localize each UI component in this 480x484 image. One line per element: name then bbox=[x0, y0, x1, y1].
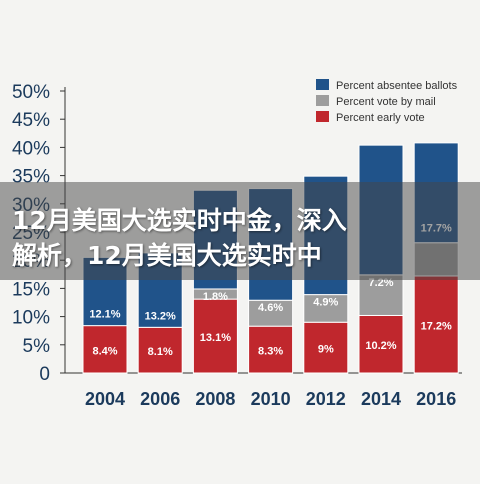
data-label-2008-0: 13.1% bbox=[200, 332, 231, 344]
bar-segment-2006-0 bbox=[137, 326, 183, 374]
data-label-2004-2: 12.1% bbox=[89, 309, 120, 321]
data-label-2010-1: 4.6% bbox=[258, 302, 283, 314]
data-label-2006-2: 13.2% bbox=[145, 310, 176, 322]
x-tick-label-2006: 2006 bbox=[140, 389, 180, 409]
bar-segment-2014-1 bbox=[358, 274, 404, 316]
legend-label-0: Percent early vote bbox=[336, 112, 425, 124]
x-tick-label-2010: 2010 bbox=[251, 389, 291, 409]
y-tick-label: 50% bbox=[12, 82, 50, 103]
bar-segment-2012-0 bbox=[303, 321, 349, 374]
overlay-title-line-2: 解析，12月美国大选实时中 bbox=[12, 241, 322, 270]
y-tick-label: 5% bbox=[23, 336, 51, 357]
bar-segment-2004-0 bbox=[82, 325, 128, 374]
data-label-2004-0: 8.4% bbox=[92, 345, 117, 357]
data-label-2008-1: 1.8% bbox=[203, 291, 228, 303]
legend-swatch-2 bbox=[316, 79, 329, 90]
legend-swatch-1 bbox=[316, 95, 329, 106]
y-tick-label: 15% bbox=[12, 279, 50, 300]
x-tick-label-2014: 2014 bbox=[361, 389, 401, 409]
legend-label-2: Percent absentee ballots bbox=[336, 80, 458, 92]
legend-label-1: Percent vote by mail bbox=[336, 96, 436, 108]
title-overlay-banner bbox=[0, 182, 480, 280]
bar-segment-2008-0 bbox=[192, 298, 238, 374]
y-tick-label: 45% bbox=[12, 110, 50, 131]
bar-segment-2010-0 bbox=[248, 325, 294, 374]
bar-segment-2010-1 bbox=[248, 299, 294, 327]
legend-swatch-0 bbox=[316, 111, 329, 122]
bar-segment-2016-0 bbox=[413, 275, 459, 374]
x-tick-label-2012: 2012 bbox=[306, 389, 346, 409]
y-tick-label: 10% bbox=[12, 308, 50, 329]
x-tick-label-2004: 2004 bbox=[85, 389, 125, 409]
data-label-2010-0: 8.3% bbox=[258, 346, 283, 358]
x-tick-label-2008: 2008 bbox=[195, 389, 235, 409]
data-label-2006-0: 8.1% bbox=[148, 346, 173, 358]
data-label-2012-1: 4.9% bbox=[313, 297, 338, 309]
y-tick-label: 0 bbox=[39, 364, 50, 385]
data-label-2014-0: 10.2% bbox=[365, 340, 396, 352]
y-tick-label: 40% bbox=[12, 138, 50, 159]
overlay-title-line-1: 12月美国大选实时中金，深入 bbox=[12, 206, 347, 235]
data-label-2012-0: 9% bbox=[318, 344, 334, 356]
x-tick-label-2016: 2016 bbox=[416, 389, 456, 409]
data-label-2016-0: 17.2% bbox=[421, 320, 452, 332]
bar-segment-2014-0 bbox=[358, 314, 404, 374]
